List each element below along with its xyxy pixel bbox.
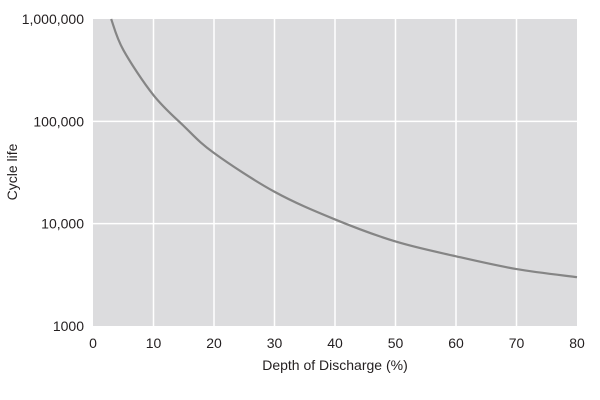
x-axis-label: Depth of Discharge (%): [262, 357, 408, 373]
grid-lines: [93, 19, 577, 326]
y-tick-label: 1,000,000: [22, 11, 84, 27]
x-tick-label: 50: [388, 335, 404, 351]
y-tick-label: 10,000: [41, 216, 84, 232]
x-tick-label: 20: [206, 335, 222, 351]
y-axis-label: Cycle life: [4, 143, 20, 200]
x-tick-label: 0: [89, 335, 97, 351]
y-axis-ticks: 1000 10,000 100,000 1,000,000: [22, 11, 85, 334]
x-tick-label: 40: [327, 335, 343, 351]
cycle-life-curve: [110, 18, 578, 279]
x-tick-label: 70: [509, 335, 525, 351]
y-tick-label: 1000: [53, 318, 84, 334]
x-axis-ticks: 0 10 20 30 40 50 60 70 80: [89, 335, 585, 351]
x-tick-label: 80: [569, 335, 585, 351]
x-tick-label: 30: [267, 335, 283, 351]
x-tick-label: 10: [146, 335, 162, 351]
y-tick-label: 100,000: [33, 113, 84, 129]
x-tick-label: 60: [448, 335, 464, 351]
